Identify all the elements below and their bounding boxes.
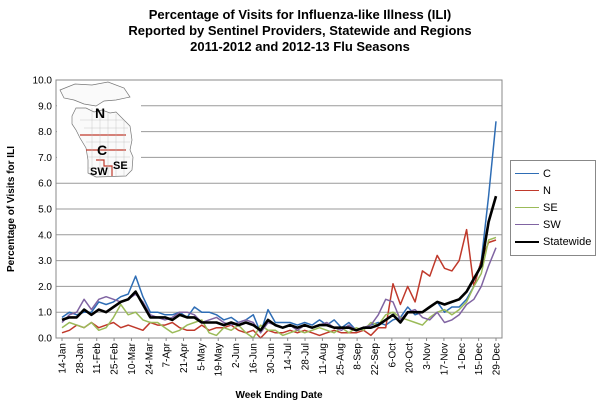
- legend-label: SW: [543, 219, 561, 231]
- x-tick-label: 10-Mar: [127, 342, 138, 374]
- x-tick-label: 24-Mar: [144, 342, 155, 374]
- x-tick-label: 29-Dec: [492, 343, 503, 375]
- series-line-n: [61, 228, 497, 339]
- x-tick-label: 5-May: [196, 343, 207, 371]
- chart-title-line-3: 2011-2012 and 2012-13 Flu Seasons: [190, 39, 410, 54]
- x-tick-label: 11-Aug: [318, 343, 329, 375]
- map-label-se: SE: [113, 160, 128, 172]
- legend-swatch: [515, 241, 539, 243]
- y-tick-label: 8.0: [38, 127, 52, 138]
- michigan-region-map: N C SW SE: [57, 80, 141, 182]
- legend-swatch: [515, 190, 539, 191]
- legend-swatch: [515, 173, 539, 174]
- x-tick-label: 21-Apr: [179, 342, 190, 373]
- x-tick-label: 28-Jul: [301, 343, 312, 370]
- legend-swatch: [515, 224, 539, 225]
- x-tick-label: 22-Sep: [370, 343, 381, 376]
- x-tick-label: 8-Sep: [353, 343, 364, 370]
- y-tick-label: 0.0: [38, 334, 52, 345]
- x-tick-label: 17-Nov: [439, 343, 450, 375]
- y-axis-label: Percentage of Visits for ILI: [6, 146, 17, 272]
- y-tick-label: 9.0: [38, 101, 52, 112]
- y-tick-label: 3.0: [38, 256, 52, 267]
- y-tick-label: 6.0: [38, 179, 52, 190]
- x-tick-label: 14-Jul: [283, 343, 294, 370]
- x-tick-label: 25-Aug: [335, 343, 346, 375]
- y-tick-label: 5.0: [38, 205, 52, 216]
- x-axis-label: Week Ending Date: [235, 390, 322, 401]
- series-line-statewide: [61, 195, 498, 332]
- y-tick-label: 10.0: [33, 76, 53, 87]
- chart-title-line-2: Reported by Sentinel Providers, Statewid…: [128, 23, 472, 38]
- x-tick-label: 15-Dec: [474, 343, 485, 375]
- legend-label: C: [543, 168, 551, 180]
- x-tick-label: 20-Oct: [405, 343, 416, 373]
- map-label-n: N: [95, 105, 105, 121]
- chart-legend: C N SE SW Statewide: [510, 160, 596, 256]
- series-line-se: [61, 236, 497, 339]
- x-tick-label: 1-Dec: [457, 343, 468, 370]
- x-tick-label: 25-Feb: [110, 343, 121, 375]
- chart-title-line-1: Percentage of Visits for Influenza-like …: [148, 7, 452, 22]
- x-tick-label: 30-Jun: [266, 343, 277, 374]
- x-tick-label: 3-Nov: [422, 343, 433, 370]
- y-tick-label: 7.0: [38, 153, 52, 164]
- x-tick-label: 11-Feb: [92, 343, 103, 374]
- x-tick-label: 14-Jan: [58, 343, 69, 374]
- legend-label: SE: [543, 202, 558, 214]
- y-tick-label: 2.0: [38, 282, 52, 293]
- y-tick-label: 4.0: [38, 230, 52, 241]
- x-tick-label: 28-Jan: [75, 343, 86, 374]
- legend-label: Statewide: [543, 236, 592, 248]
- legend-swatch: [515, 207, 539, 208]
- x-tick-label: 16-Jun: [248, 343, 259, 374]
- x-tick-label: 2-Jun: [231, 343, 242, 368]
- x-tick-label: 19-May: [214, 343, 225, 376]
- map-label-sw: SW: [90, 166, 108, 178]
- map-label-c: C: [97, 142, 107, 158]
- x-tick-label: 6-Oct: [387, 343, 398, 368]
- y-tick-label: 1.0: [38, 308, 52, 319]
- x-tick-label: 7-Apr: [162, 342, 173, 367]
- legend-label: N: [543, 185, 551, 197]
